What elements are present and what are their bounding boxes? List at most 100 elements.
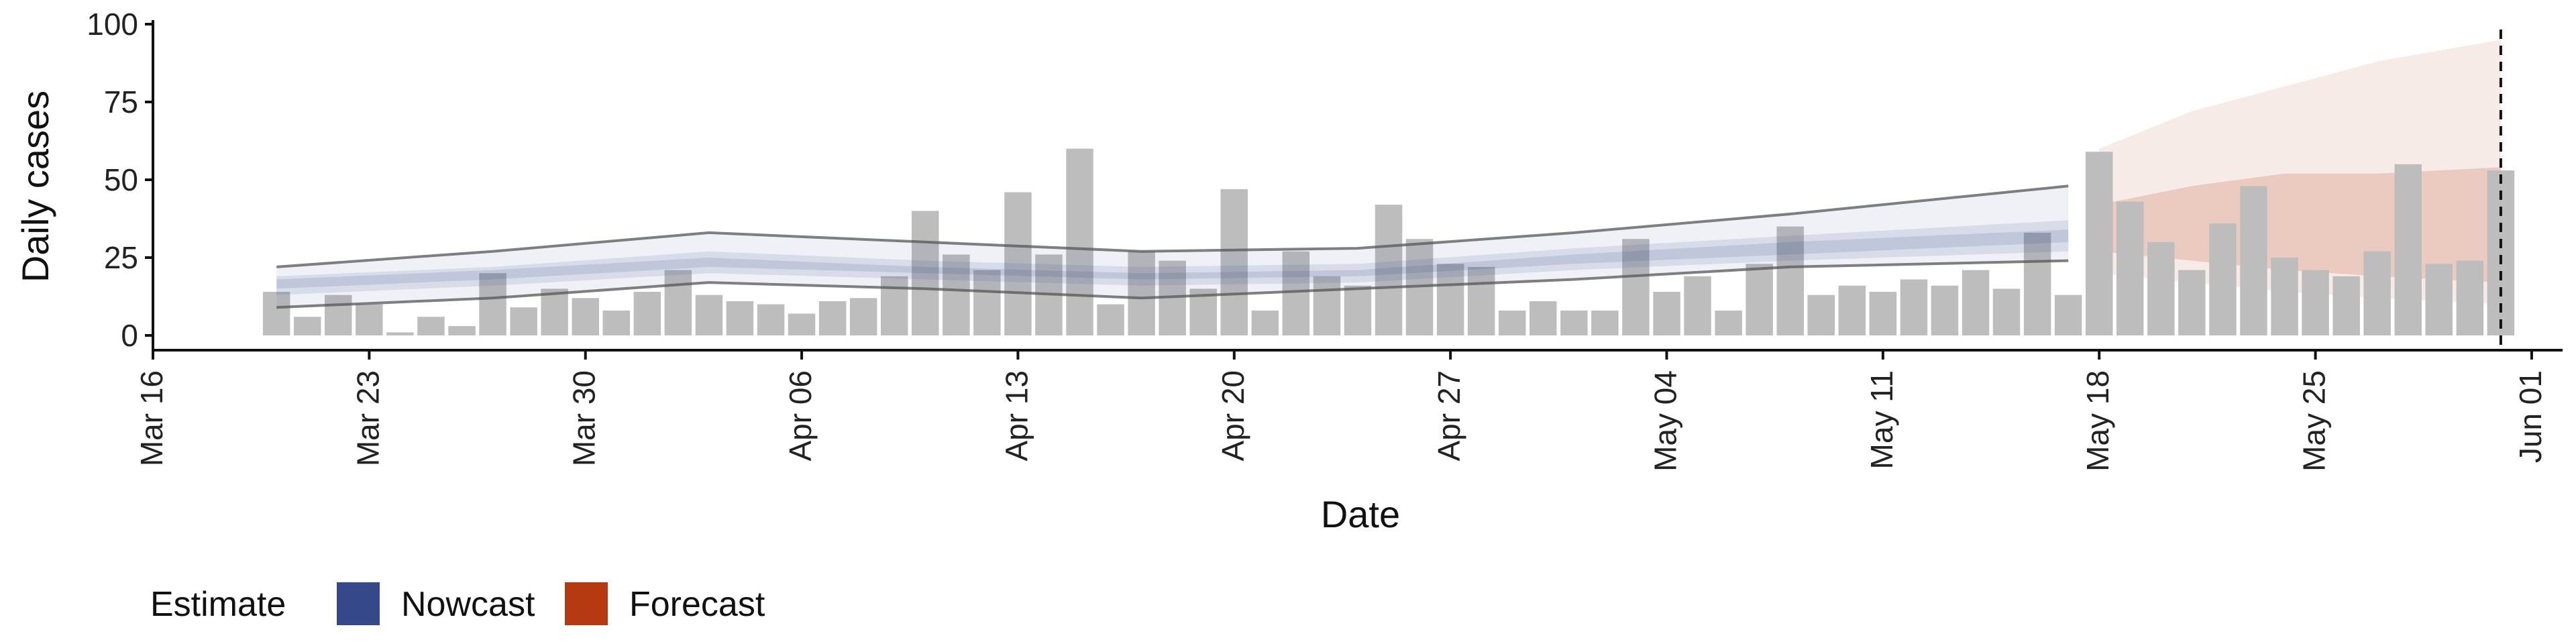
- case-bar: [1467, 266, 1495, 335]
- case-bar: [1128, 251, 1155, 335]
- case-bar: [849, 298, 877, 335]
- x-axis-title: Date: [1321, 493, 1400, 535]
- case-bar: [1066, 148, 1093, 335]
- y-tick-label: 100: [87, 7, 138, 42]
- case-bar: [1931, 285, 1959, 335]
- case-bar: [881, 276, 908, 335]
- case-bar: [2271, 258, 2298, 335]
- case-bar: [2086, 152, 2113, 335]
- case-bar: [1838, 285, 1866, 335]
- nowcast-lower-line: [276, 259, 2069, 309]
- case-bar: [695, 294, 723, 335]
- y-tick-label: 0: [121, 318, 138, 353]
- x-tick-label: Mar 23: [350, 370, 385, 466]
- legend-label-nowcast: Nowcast: [401, 585, 535, 624]
- x-tick-label: May 11: [1864, 370, 1899, 469]
- case-bar: [1900, 279, 1928, 335]
- case-bar: [788, 313, 816, 335]
- x-tick-label: May 25: [2297, 370, 2332, 472]
- case-bar: [1282, 251, 1310, 335]
- case-bar: [448, 326, 476, 335]
- case-bar: [1499, 310, 1526, 335]
- case-bar: [2363, 251, 2391, 335]
- case-bar: [1220, 189, 1248, 335]
- case-bar: [2023, 232, 2051, 335]
- y-tick-label: 75: [104, 85, 138, 119]
- x-tick-label: Apr 20: [1216, 370, 1250, 462]
- case-bar: [2425, 264, 2453, 335]
- nowcast-upper-line: [276, 184, 2069, 268]
- case-bar: [572, 298, 599, 335]
- case-bar: [1097, 304, 1124, 335]
- legend-title: Estimate: [150, 585, 286, 624]
- case-bar: [1529, 301, 1557, 335]
- case-bar: [386, 332, 414, 335]
- case-bar: [2456, 260, 2484, 335]
- case-bar: [1591, 310, 1619, 335]
- case-bar: [633, 292, 661, 335]
- case-bar: [1560, 310, 1588, 335]
- case-bar: [1251, 310, 1279, 335]
- case-bar: [356, 304, 383, 335]
- case-bar: [1992, 288, 2021, 335]
- case-bar: [1313, 276, 1341, 335]
- case-bar: [541, 288, 568, 335]
- case-bar: [2394, 164, 2422, 335]
- case-bar: [2147, 241, 2175, 335]
- case-bar: [1436, 264, 1464, 335]
- case-bar: [1375, 205, 1403, 335]
- case-bar: [1869, 292, 1897, 335]
- case-bar: [2209, 223, 2237, 335]
- nowcast-band-mid: [276, 220, 2069, 295]
- y-tick-label: 50: [104, 162, 138, 197]
- case-bar: [2302, 270, 2329, 335]
- legend-key-forecast: [565, 582, 608, 625]
- y-tick-label: 25: [104, 240, 138, 275]
- nowcast-bands: [276, 184, 2069, 309]
- x-tick-label: May 04: [1648, 370, 1683, 472]
- axes: 0 25 50 75 100 Mar 16 Mar 23 Mar 30 Apr 06 Apr 13…: [87, 7, 2563, 472]
- case-bar: [1622, 239, 1650, 335]
- nowcast-band-outer: [276, 186, 2069, 308]
- x-tick-label: Mar 16: [134, 370, 169, 466]
- legend: Estimate Nowcast Forecast: [150, 582, 765, 625]
- legend-key-nowcast: [337, 582, 380, 625]
- case-bar: [664, 270, 692, 335]
- case-bar: [602, 310, 630, 335]
- x-tick-label: Apr 27: [1432, 370, 1466, 462]
- case-bar: [2178, 270, 2206, 335]
- x-tick-label: Mar 30: [567, 370, 602, 466]
- legend-label-forecast: Forecast: [629, 585, 765, 624]
- case-bar: [325, 294, 352, 335]
- case-bar: [1807, 294, 1835, 335]
- case-bar: [1962, 270, 1990, 335]
- case-bar: [1344, 285, 1372, 335]
- case-bar: [943, 254, 970, 335]
- case-bar: [1004, 192, 1032, 335]
- case-bar: [510, 307, 537, 335]
- case-bar: [1776, 226, 1804, 335]
- x-tick-label: Apr 06: [783, 370, 818, 462]
- nowcast-band-inner: [276, 229, 2069, 289]
- case-bar: [757, 304, 785, 335]
- x-tick-label: Jun 01: [2513, 370, 2548, 463]
- case-bar: [1746, 264, 1773, 335]
- y-axis-title: Daily cases: [14, 91, 56, 282]
- case-bar: [2240, 186, 2267, 335]
- case-bar: [294, 317, 321, 335]
- case-bar: [1653, 292, 1680, 335]
- case-bar: [417, 317, 445, 335]
- case-bar: [973, 270, 1001, 335]
- case-bar: [2054, 294, 2082, 335]
- case-bar: [1715, 310, 1742, 335]
- case-bar: [479, 273, 506, 335]
- case-bar: [1684, 276, 1711, 335]
- case-bar: [2116, 201, 2144, 335]
- x-tick-label: May 18: [2080, 370, 2115, 472]
- case-bar: [818, 301, 847, 335]
- case-bar: [726, 301, 754, 335]
- x-tick-label: Apr 13: [999, 370, 1034, 462]
- case-bar: [262, 292, 290, 335]
